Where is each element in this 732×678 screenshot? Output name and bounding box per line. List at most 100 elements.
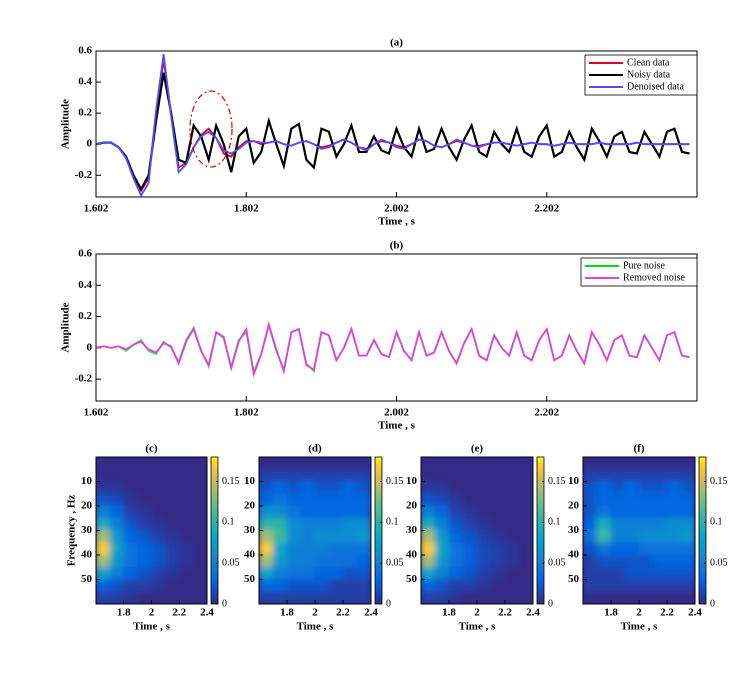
heatmap-cell [680, 579, 695, 593]
heatmap-cell [476, 481, 492, 495]
x-tick-label: 1.602 [84, 407, 109, 419]
y-tick-label: 0.4 [78, 279, 92, 291]
heatmap-cell [666, 468, 682, 482]
y-tick-label: 0.4 [78, 76, 92, 88]
legend-box [580, 257, 698, 287]
heatmap-cell [518, 505, 533, 519]
heatmap-cell [504, 591, 520, 604]
heatmap-cell [504, 481, 520, 495]
heatmap-clip [96, 457, 207, 604]
heatmap-cell [137, 566, 152, 580]
heatmap-clip [259, 457, 371, 604]
heatmap-cell [680, 554, 695, 568]
heatmap-cell [583, 566, 598, 580]
heatmap-cell [434, 579, 450, 593]
heatmap-cell [518, 566, 533, 580]
heatmap-cell [151, 542, 166, 556]
heatmap-cell [192, 591, 207, 604]
heatmap-cell [192, 566, 207, 580]
y-tick-label: 40 [81, 549, 93, 561]
heatmap-cell [518, 579, 533, 593]
heatmap-cell [680, 591, 695, 604]
chart-title: (b) [390, 240, 404, 252]
heatmap-cell [476, 566, 492, 580]
heatmap-cell [96, 530, 111, 544]
heatmap-cell [272, 566, 288, 580]
axes-box [95, 456, 208, 605]
heatmap-cell [96, 517, 111, 531]
heatmap-cell [272, 481, 288, 495]
heatmap-cell [328, 542, 344, 556]
y-tick-label: 20 [244, 500, 256, 512]
heatmap-cell [596, 530, 612, 544]
heatmap-cell [490, 530, 506, 544]
heatmap-cell [272, 517, 288, 531]
heatmap-cell [96, 554, 111, 568]
heatmap-cell [259, 481, 274, 495]
heatmap-cell [192, 554, 207, 568]
y-axis-label: Frequency , Hz [66, 495, 78, 567]
heatmap-cell [137, 517, 152, 531]
heatmap-cell [638, 566, 654, 580]
heatmap-cell [583, 505, 598, 519]
heatmap-cell [109, 542, 125, 556]
heatmap-cell [610, 517, 626, 531]
heatmap-cell [109, 566, 125, 580]
heatmap-cell [151, 481, 166, 495]
y-axis-label: Amplitude [60, 99, 72, 149]
heatmap-cell [680, 542, 695, 556]
colorbar-tick-label: 0.05 [710, 557, 728, 568]
heatmap-cell [421, 505, 436, 519]
heatmap-cell [624, 481, 640, 495]
heatmap-cell [421, 517, 436, 531]
heatmap-cell [638, 530, 654, 544]
legend-label: Denoised data [627, 81, 684, 92]
heatmap-cell [490, 481, 506, 495]
heatmap-cell [652, 566, 668, 580]
heatmap-cell [624, 468, 640, 482]
heatmap-cell [638, 554, 654, 568]
heatmap-cell [314, 505, 330, 519]
x-tick-label: 2.4 [526, 607, 540, 619]
heatmap-cell [356, 505, 371, 519]
heatmap-cell [666, 566, 682, 580]
y-tick-label: 10 [81, 475, 93, 487]
heatmap-cell [151, 554, 166, 568]
heatmap-cell [652, 554, 668, 568]
heatmap-cell [342, 554, 358, 568]
colorbar-tick-label: 0 [222, 598, 227, 609]
heatmap-cell [462, 457, 478, 470]
heatmap-cell [652, 468, 668, 482]
colorbar-tick-label: 0 [710, 598, 715, 609]
heatmap-cell [434, 554, 450, 568]
heatmap-cell [518, 530, 533, 544]
x-tick-label: 1.8 [117, 607, 131, 619]
heatmap-cell [272, 457, 288, 470]
heatmap-cell [123, 566, 139, 580]
x-axis-label: Time , s [621, 621, 658, 633]
heatmap-cell [490, 457, 506, 470]
heatmap-cell [314, 566, 330, 580]
heatmap-cell [151, 457, 166, 470]
heatmap-cell [356, 579, 371, 593]
heatmap-cell [434, 517, 450, 531]
heatmap-cell [356, 481, 371, 495]
heatmap-cell [109, 554, 125, 568]
heatmap-cell [596, 566, 612, 580]
heatmap-cell [434, 530, 450, 544]
x-tick-label: 1.802 [234, 407, 259, 419]
heatmap-cell [680, 481, 695, 495]
heatmap-cell [137, 505, 152, 519]
x-tick-label: 2.002 [384, 407, 409, 419]
heatmap-cell [192, 517, 207, 531]
chart-title: (f) [634, 443, 645, 455]
y-tick-label: 0.6 [78, 248, 92, 260]
heatmap-cell [504, 542, 520, 556]
heatmap-cell [490, 493, 506, 507]
heatmap-cell [328, 493, 344, 507]
heatmap-cell [624, 457, 640, 470]
heatmap-cell [596, 493, 612, 507]
heatmap-cell [314, 579, 330, 593]
heatmap-cell [328, 566, 344, 580]
heatmap-cell [192, 505, 207, 519]
